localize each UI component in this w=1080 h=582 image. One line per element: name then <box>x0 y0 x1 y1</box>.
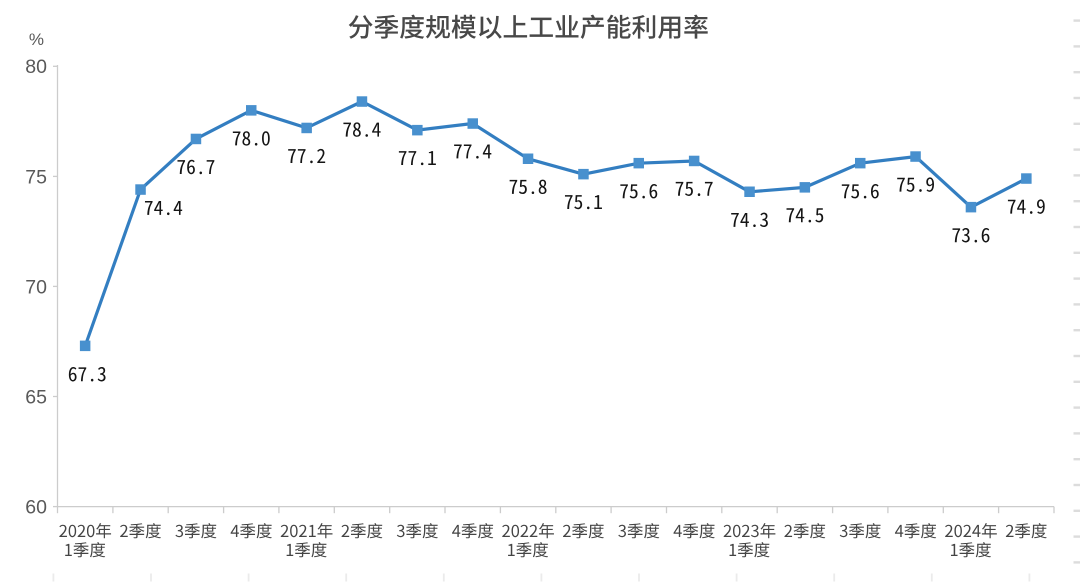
svg-text:60: 60 <box>25 497 47 519</box>
svg-text:65: 65 <box>25 386 47 408</box>
svg-text:%: % <box>29 30 44 49</box>
svg-text:80: 80 <box>25 56 47 78</box>
svg-text:70: 70 <box>25 276 47 298</box>
svg-text:75: 75 <box>25 166 47 188</box>
